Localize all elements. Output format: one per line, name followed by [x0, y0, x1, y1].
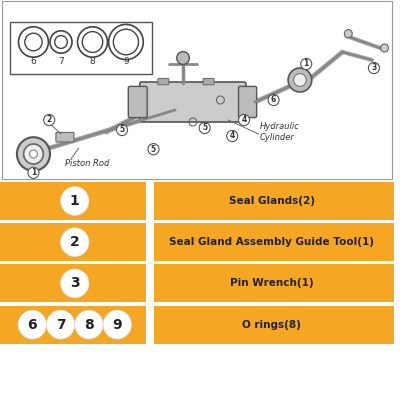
Circle shape — [268, 94, 279, 106]
Bar — [0, 182, 394, 344]
Circle shape — [61, 228, 89, 257]
Circle shape — [368, 62, 380, 74]
Text: Pin Wrench(1): Pin Wrench(1) — [230, 278, 313, 288]
Text: 2: 2 — [70, 235, 80, 249]
Text: 3: 3 — [371, 64, 376, 72]
Text: O rings(8): O rings(8) — [242, 320, 301, 330]
Text: Seal Glands(2): Seal Glands(2) — [228, 196, 314, 206]
Text: Hydraulic
Cylinder: Hydraulic Cylinder — [260, 122, 300, 142]
Text: 6: 6 — [28, 318, 37, 332]
Circle shape — [148, 144, 159, 155]
Circle shape — [18, 310, 46, 339]
Text: 5: 5 — [120, 126, 124, 134]
Text: 6: 6 — [271, 96, 276, 104]
Circle shape — [238, 114, 250, 126]
Circle shape — [288, 68, 312, 92]
Bar — [2, 1, 392, 179]
Circle shape — [116, 124, 128, 136]
Text: 9: 9 — [112, 318, 122, 332]
Circle shape — [17, 137, 50, 171]
Circle shape — [46, 310, 75, 339]
Text: 9: 9 — [123, 58, 129, 66]
Bar — [0, 261, 394, 264]
Circle shape — [30, 150, 37, 158]
Bar — [10, 22, 152, 74]
FancyBboxPatch shape — [238, 86, 257, 118]
Text: 3: 3 — [70, 276, 80, 290]
Text: 4: 4 — [230, 132, 235, 140]
Text: 1: 1 — [31, 168, 36, 177]
Text: 1: 1 — [70, 194, 80, 208]
FancyBboxPatch shape — [140, 82, 246, 122]
FancyBboxPatch shape — [203, 78, 214, 85]
Circle shape — [199, 122, 210, 134]
FancyBboxPatch shape — [56, 132, 74, 142]
Text: 7: 7 — [56, 318, 66, 332]
Circle shape — [61, 269, 89, 298]
Circle shape — [381, 44, 388, 52]
Circle shape — [28, 167, 39, 178]
Text: 1: 1 — [304, 60, 309, 68]
Text: 8: 8 — [90, 58, 95, 66]
Circle shape — [294, 74, 306, 86]
Text: 8: 8 — [84, 318, 94, 332]
Circle shape — [24, 144, 43, 164]
Bar — [0, 302, 394, 306]
Circle shape — [301, 58, 312, 70]
Text: 7: 7 — [58, 58, 64, 66]
Bar — [146, 182, 154, 344]
Text: Seal Gland Assembly Guide Tool(1): Seal Gland Assembly Guide Tool(1) — [169, 237, 374, 247]
Circle shape — [344, 30, 352, 38]
Text: 6: 6 — [30, 58, 36, 66]
Text: 5: 5 — [151, 145, 156, 154]
Bar — [0, 0, 394, 180]
Text: 4: 4 — [242, 116, 247, 124]
Circle shape — [177, 52, 189, 64]
Circle shape — [103, 310, 132, 339]
Text: 5: 5 — [202, 124, 207, 132]
FancyBboxPatch shape — [158, 78, 169, 85]
Circle shape — [61, 186, 89, 215]
Text: 2: 2 — [46, 116, 52, 124]
Bar — [0, 220, 394, 223]
FancyBboxPatch shape — [128, 86, 147, 118]
Circle shape — [44, 114, 55, 126]
Circle shape — [75, 310, 103, 339]
Text: Piston Rod: Piston Rod — [65, 159, 109, 168]
Circle shape — [227, 130, 238, 142]
